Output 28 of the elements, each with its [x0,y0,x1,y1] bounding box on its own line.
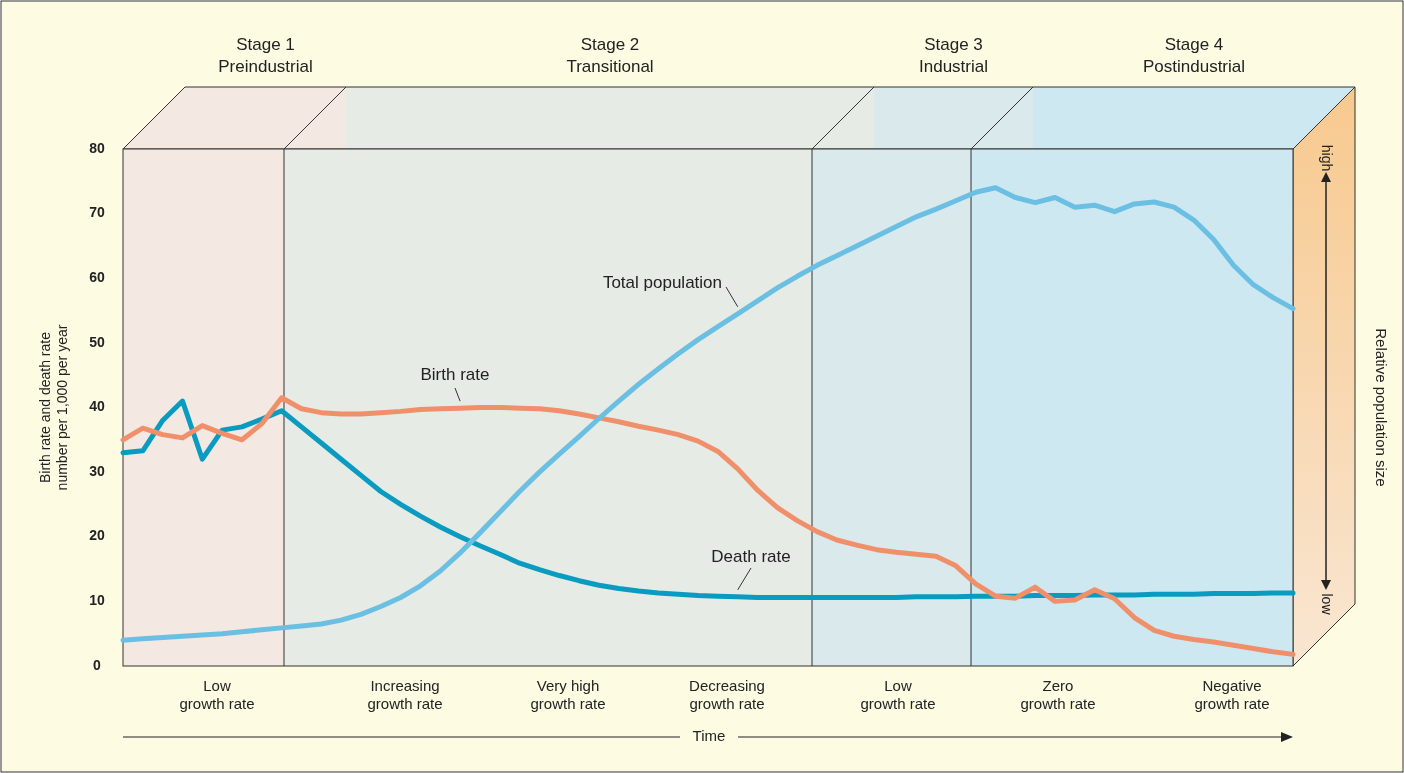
text: Negative growth rate [1194,677,1270,712]
series-label: Birth rate [420,365,490,385]
y-axis-title: Birth rate and death rate number per 1,000 per year [37,324,70,491]
y-tick-label: 80 [89,139,105,156]
series-label: Death rate [711,547,791,567]
text: Stage 4 Postindustrial [1142,35,1246,76]
text: Low growth rate [860,677,936,712]
text: Decreasing growth rate [689,677,765,712]
text: Relative population size [1373,328,1391,487]
series-label: Total population [602,273,722,293]
text: Stage 1 Preindustrial [218,35,313,76]
text: Increasing growth rate [367,677,443,712]
y-tick-label: 40 [89,398,105,415]
y-tick-label: 50 [89,333,105,350]
y-tick-label: 70 [89,204,105,221]
y-tick-label: 0 [93,656,102,673]
text: Very high growth rate [530,677,606,712]
text: high [1319,144,1336,172]
text: Time [692,726,726,744]
y-tick-label: 60 [89,268,105,285]
text: Low growth rate [179,677,255,712]
text: low [1319,593,1336,616]
y-tick-label: 10 [89,592,105,609]
text: Zero growth rate [1020,677,1096,712]
text: Stage 3 Industrial [919,35,989,76]
y-tick-label: 30 [89,462,105,479]
y-tick-label: 20 [89,527,105,544]
text: Stage 2 Transitional [566,35,654,76]
